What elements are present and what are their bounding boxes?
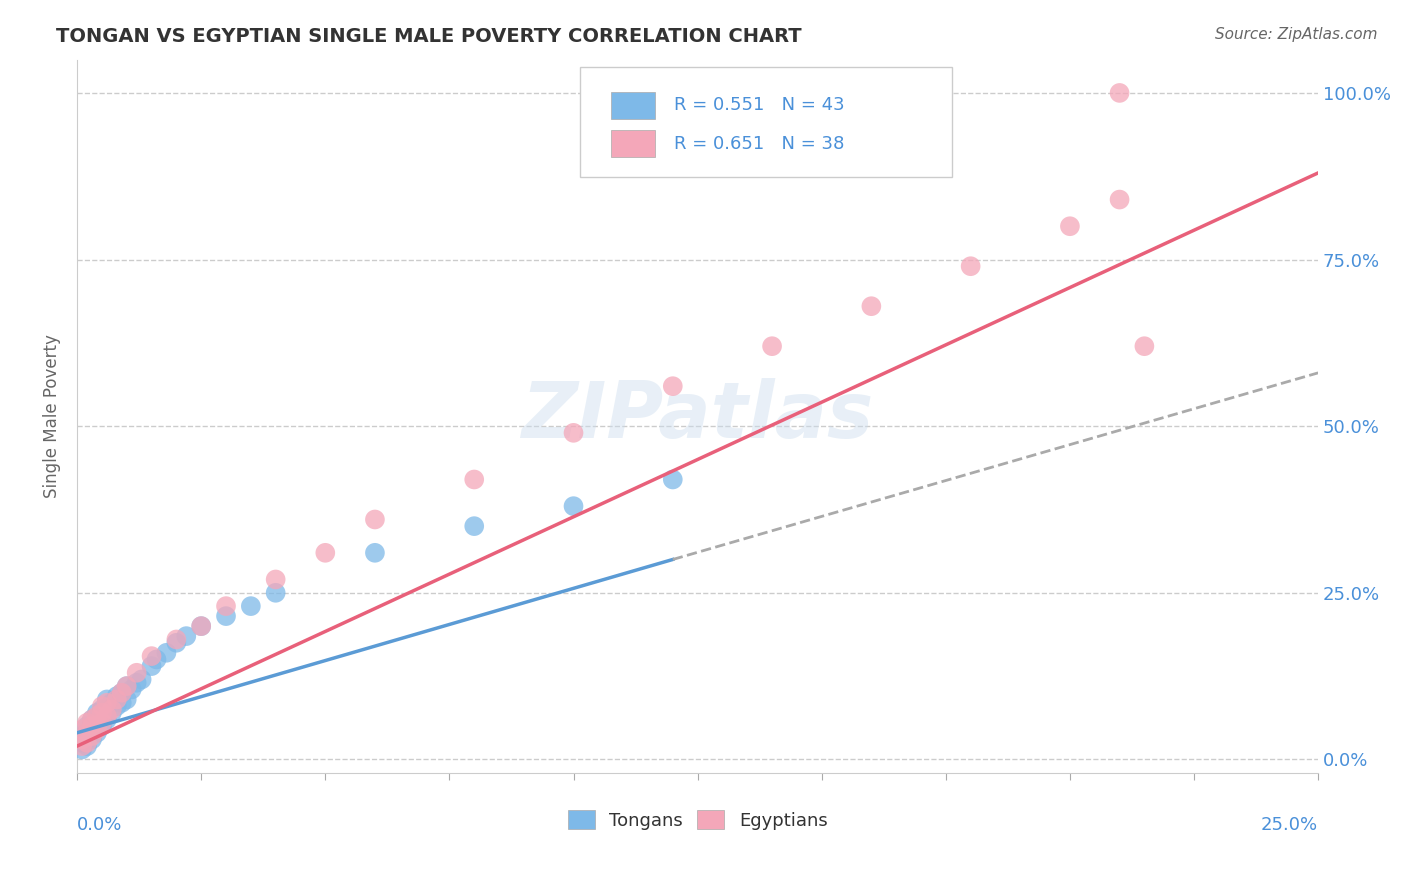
Point [190, 619, 212, 633]
Point [101, 696, 124, 710]
Point [959, 259, 981, 273]
Point [86, 709, 108, 723]
Point [264, 586, 287, 600]
Point [76, 725, 98, 739]
Y-axis label: Single Male Poverty: Single Male Poverty [44, 334, 60, 498]
Point [761, 339, 783, 353]
Point [314, 546, 336, 560]
Point [76, 725, 98, 739]
Legend: Tongans, Egyptians: Tongans, Egyptians [562, 805, 832, 835]
Text: 25.0%: 25.0% [1261, 815, 1319, 833]
Point [70, 736, 93, 750]
Point [115, 692, 138, 706]
Point [96, 692, 118, 706]
Point [165, 632, 187, 647]
Text: R = 0.651   N = 38: R = 0.651 N = 38 [673, 135, 845, 153]
Point [76, 719, 98, 733]
FancyBboxPatch shape [610, 92, 655, 119]
Point [111, 686, 134, 700]
Point [80, 713, 103, 727]
Point [70, 723, 93, 737]
Point [264, 573, 287, 587]
Point [90, 699, 112, 714]
Point [115, 679, 138, 693]
Point [96, 709, 118, 723]
Point [364, 546, 387, 560]
Point [131, 673, 153, 687]
Point [215, 609, 238, 624]
Point [155, 646, 177, 660]
Point [80, 732, 103, 747]
Point [1059, 219, 1081, 234]
Point [101, 706, 124, 720]
Point [105, 692, 128, 706]
Point [90, 709, 112, 723]
Point [111, 686, 134, 700]
Point [70, 739, 93, 753]
Text: TONGAN VS EGYPTIAN SINGLE MALE POVERTY CORRELATION CHART: TONGAN VS EGYPTIAN SINGLE MALE POVERTY C… [56, 27, 801, 45]
FancyBboxPatch shape [579, 67, 952, 178]
Point [165, 636, 187, 650]
Point [80, 723, 103, 737]
Point [145, 652, 167, 666]
Point [115, 679, 138, 693]
Point [860, 299, 883, 313]
Point [76, 715, 98, 730]
Point [1108, 193, 1130, 207]
Point [76, 739, 98, 753]
Point [86, 723, 108, 737]
Point [80, 729, 103, 743]
Point [90, 715, 112, 730]
Point [364, 512, 387, 526]
Point [215, 599, 238, 614]
Point [239, 599, 262, 614]
Point [190, 619, 212, 633]
Text: ZIPatlas: ZIPatlas [522, 378, 873, 454]
Text: R = 0.551   N = 43: R = 0.551 N = 43 [673, 96, 845, 114]
Text: Source: ZipAtlas.com: Source: ZipAtlas.com [1215, 27, 1378, 42]
Point [96, 713, 118, 727]
Point [80, 713, 103, 727]
Point [96, 702, 118, 716]
Point [1133, 339, 1156, 353]
Point [176, 629, 198, 643]
Point [463, 473, 485, 487]
Point [90, 706, 112, 720]
Point [105, 699, 128, 714]
Point [111, 696, 134, 710]
Point [76, 732, 98, 747]
Point [70, 729, 93, 743]
Point [121, 682, 143, 697]
Point [86, 706, 108, 720]
Point [125, 665, 148, 680]
Point [96, 696, 118, 710]
Point [1108, 86, 1130, 100]
Point [90, 719, 112, 733]
Point [562, 499, 585, 513]
Point [76, 736, 98, 750]
Point [125, 675, 148, 690]
Point [141, 659, 163, 673]
Point [662, 379, 685, 393]
Point [86, 715, 108, 730]
Point [80, 719, 103, 733]
Point [562, 425, 585, 440]
Point [90, 702, 112, 716]
Point [70, 732, 93, 747]
Point [662, 473, 685, 487]
Point [105, 689, 128, 703]
Point [70, 742, 93, 756]
Point [86, 725, 108, 739]
Text: 0.0%: 0.0% [77, 815, 122, 833]
FancyBboxPatch shape [610, 130, 655, 157]
Point [101, 702, 124, 716]
Point [141, 649, 163, 664]
Point [463, 519, 485, 533]
